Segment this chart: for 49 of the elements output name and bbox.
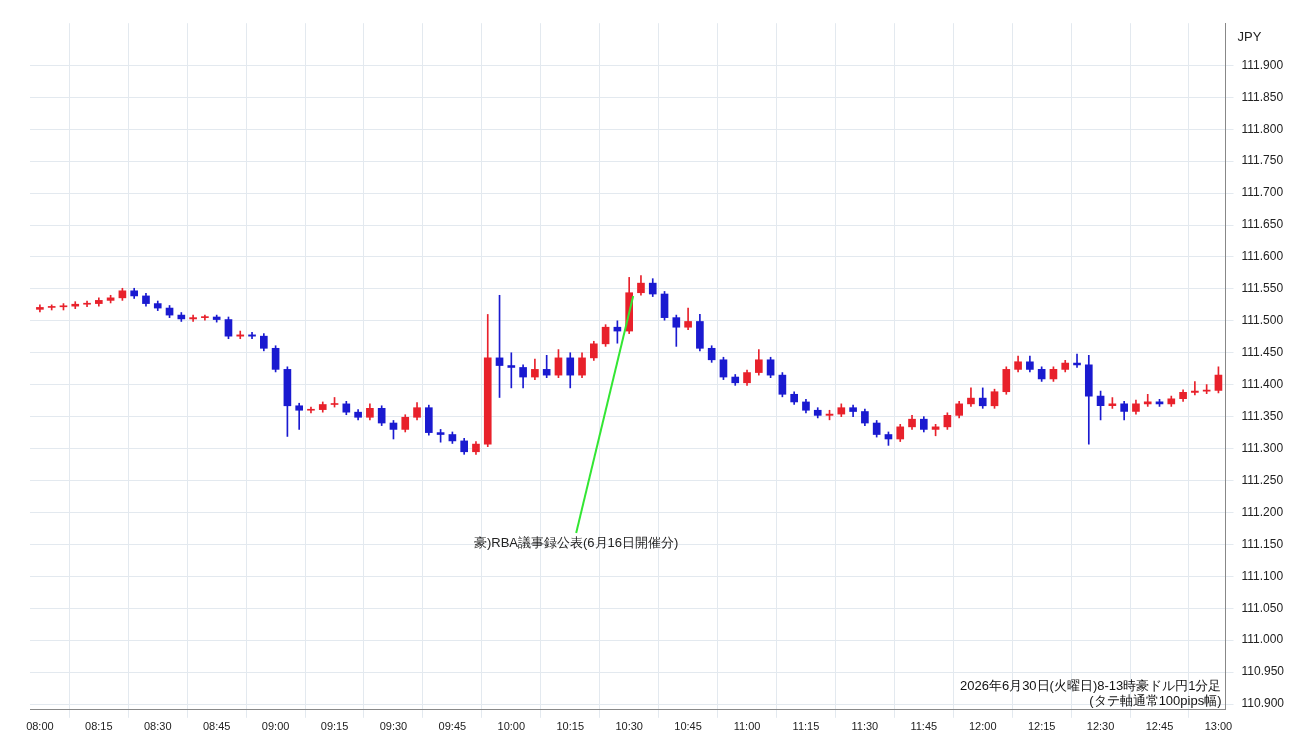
candlestick	[1191, 381, 1199, 396]
annotation: (タテ軸通常100pips幅)	[1089, 692, 1222, 708]
y-tick-label: 111.750	[1241, 153, 1284, 168]
x-tick-label: 13:00	[1204, 720, 1233, 733]
x-tick-label: 11:15	[792, 720, 820, 733]
y-tick-label: 111.850	[1241, 89, 1284, 104]
x-tick-label: 10:00	[497, 720, 526, 733]
x-tick-label: 10:45	[674, 720, 702, 733]
y-tick-label: 111.650	[1241, 217, 1284, 232]
x-tick-label: 09:15	[320, 720, 349, 733]
x-tick-label: 08:45	[202, 720, 231, 733]
x-tick-label: 09:45	[438, 720, 467, 733]
y-axis-title: JPY	[1237, 28, 1262, 44]
y-tick-label: 111.800	[1241, 121, 1284, 136]
x-tick-label: 10:30	[615, 720, 643, 733]
candlestick	[507, 352, 516, 389]
y-tick-label: 111.300	[1241, 440, 1284, 455]
x-tick-label: 09:00	[261, 720, 290, 733]
x-tick-label: 11:45	[910, 720, 938, 733]
x-tick-label: 08:15	[85, 720, 113, 733]
x-tick-label: 08:30	[143, 720, 172, 733]
y-tick-label: 111.150	[1241, 536, 1284, 551]
y-tick-label: 111.900	[1241, 57, 1284, 72]
y-tick-label: 111.550	[1241, 281, 1284, 296]
annotation: 2026年6月30日(火曜日)8-13時豪ドル円1分足	[959, 677, 1222, 693]
y-tick-label: 111.250	[1241, 472, 1284, 487]
y-tick-label: 111.700	[1241, 185, 1284, 200]
x-tick-label: 12:45	[1145, 720, 1174, 733]
x-tick-label: 12:15	[1027, 720, 1056, 733]
x-tick-label: 11:30	[851, 720, 879, 733]
y-tick-label: 111.400	[1241, 377, 1284, 392]
y-tick-label: 111.000	[1241, 632, 1284, 647]
x-tick-label: 08:00	[26, 720, 54, 733]
annotation: 豪)RBA議事録公表(6月16日開催分)	[473, 535, 679, 550]
x-tick-label: 09:30	[379, 720, 408, 733]
y-tick-label: 111.350	[1241, 408, 1284, 423]
y-tick-label: 111.100	[1241, 568, 1284, 583]
y-tick-label: 111.050	[1241, 600, 1284, 615]
y-tick-label: 111.200	[1241, 504, 1284, 519]
x-tick-label: 12:30	[1086, 720, 1115, 733]
x-tick-label: 12:00	[968, 720, 997, 733]
y-tick-label: 110.900	[1241, 696, 1285, 711]
y-tick-label: 111.600	[1241, 249, 1284, 264]
x-tick-label: 11:00	[733, 720, 761, 733]
y-tick-label: 111.450	[1241, 345, 1284, 360]
candlestick	[295, 402, 304, 430]
x-tick-label: 10:15	[556, 720, 585, 733]
y-tick-label: 111.500	[1241, 313, 1284, 328]
y-tick-label: 110.950	[1241, 664, 1285, 679]
